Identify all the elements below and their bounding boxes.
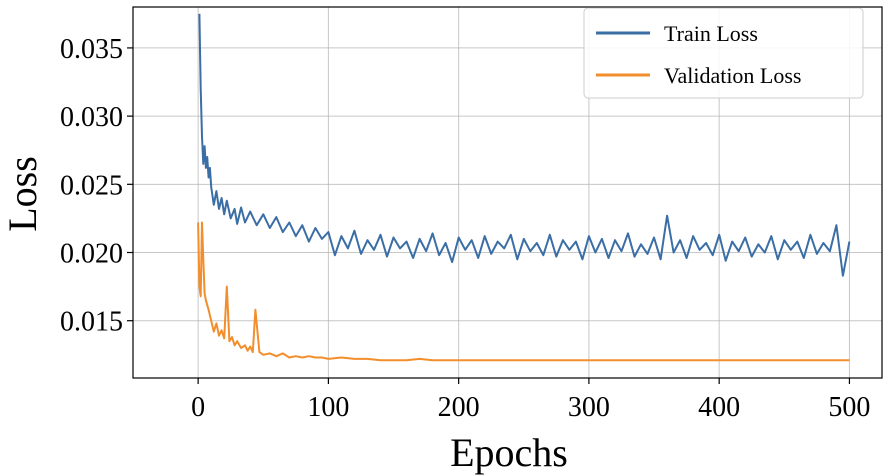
validation-loss-line [197,221,850,362]
y-axis-label: Loss [0,156,45,232]
y-axis: 0.015 0.020 0.025 0.030 0.035 [60,34,133,338]
y-tick-label: 0.030 [60,102,123,133]
x-tick-label: 300 [568,392,610,423]
legend-train-label: Train Loss [664,21,758,46]
y-tick-label: 0.035 [60,34,123,65]
x-axis-label: Epochs [450,430,568,475]
x-tick-label: 400 [698,392,740,423]
train-loss-line [198,13,851,277]
plot-area-frame [132,6,883,379]
x-axis: 0 100 200 300 400 500 [191,378,870,423]
x-tick-label: 200 [438,392,480,423]
x-tick-label: 500 [828,392,870,423]
x-tick-label: 100 [307,392,349,423]
y-tick-label: 0.015 [60,307,123,338]
x-tick-label: 0 [191,392,205,423]
series-layer [197,13,851,362]
y-tick-label: 0.025 [60,170,123,201]
legend-box [583,7,864,99]
legend: Train Loss Validation Loss [583,7,864,99]
legend-validation-label: Validation Loss [664,63,802,88]
y-tick-label: 0.020 [60,239,123,270]
